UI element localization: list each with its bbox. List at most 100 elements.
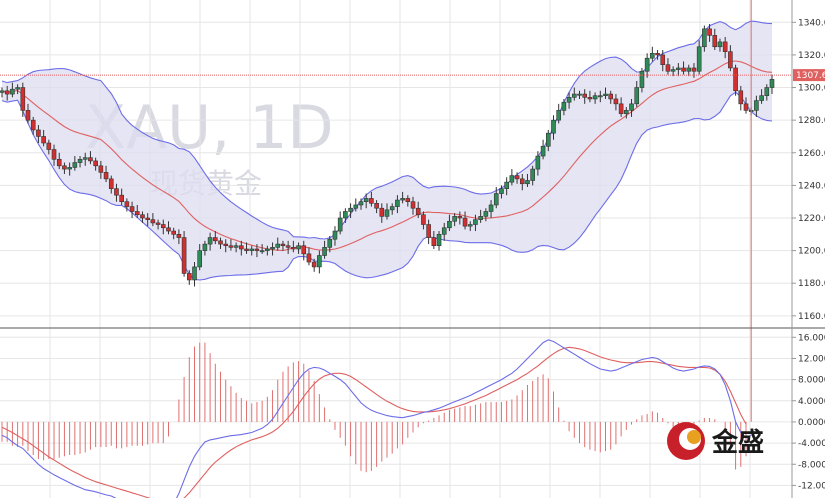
candle — [389, 203, 395, 215]
candle-body-up — [436, 234, 442, 247]
candle — [93, 157, 98, 171]
candle — [525, 173, 530, 188]
candle-body-up — [447, 220, 452, 229]
candle-body-up — [670, 69, 676, 72]
candle — [244, 242, 249, 254]
candle-body-up — [358, 201, 364, 206]
candle-body-down — [166, 227, 171, 232]
candle-body-down — [150, 219, 156, 224]
candle — [712, 28, 718, 51]
candle-body-down — [613, 98, 619, 105]
candle-body-up — [270, 247, 275, 250]
candle-body-up — [551, 119, 556, 134]
candle-body-up — [483, 211, 489, 217]
candle — [634, 81, 640, 108]
candle-body-down — [103, 172, 109, 180]
candle — [566, 92, 572, 109]
candle — [577, 90, 582, 99]
candle — [707, 23, 712, 42]
candle — [447, 214, 452, 232]
candle-body-up — [343, 211, 348, 219]
candle-body-down — [738, 90, 744, 105]
candle-body-up — [389, 206, 395, 211]
candle — [213, 231, 218, 245]
candle-body-down — [431, 237, 437, 247]
candle-body-down — [301, 245, 307, 255]
bollinger-middle — [1, 60, 773, 252]
candle-body-up — [540, 145, 546, 157]
candle — [140, 211, 145, 223]
candle-body-down — [93, 160, 98, 167]
candle — [239, 240, 244, 256]
candle — [603, 87, 608, 99]
candle-body-up — [202, 243, 208, 251]
candle-body-up — [473, 219, 478, 225]
candle-body-up — [696, 46, 702, 72]
candle — [702, 25, 707, 52]
bollinger-upper — [1, 20, 773, 240]
candle-body-down — [51, 149, 57, 160]
candle — [535, 151, 541, 176]
candle — [644, 53, 650, 78]
candle-body-up — [644, 57, 650, 72]
candle — [592, 92, 598, 104]
candle-body-down — [728, 51, 733, 69]
candle — [415, 201, 421, 218]
candle — [655, 50, 660, 60]
candle-body-up — [566, 97, 572, 103]
candle — [540, 139, 546, 160]
candle-body-up — [467, 224, 473, 227]
candle-body-down — [4, 90, 10, 95]
candle — [197, 244, 203, 271]
candle-body-up — [337, 217, 343, 232]
candle — [504, 177, 509, 196]
candle-body-up — [577, 93, 582, 96]
candle-body-down — [88, 157, 93, 162]
candle — [665, 58, 671, 75]
candle — [722, 36, 728, 59]
candle — [171, 227, 176, 240]
candle — [676, 63, 681, 77]
candle-body-up — [441, 227, 447, 235]
candle-body-down — [20, 87, 26, 111]
candle — [119, 188, 124, 205]
candle — [395, 195, 400, 214]
candle-body-down — [707, 28, 712, 36]
candle-body-up — [478, 216, 483, 220]
candle-body-down — [374, 203, 379, 209]
candle-body-down — [311, 261, 317, 268]
candle-body-down — [124, 201, 130, 207]
candle-body-down — [244, 248, 249, 251]
candle — [249, 245, 255, 256]
macd-signal-line — [1, 346, 747, 498]
candle — [457, 211, 463, 225]
candle-body-up — [10, 88, 15, 95]
candle-body-down — [46, 142, 52, 150]
candle-body-up — [535, 155, 541, 170]
candle-body-down — [223, 243, 229, 247]
candle — [192, 262, 197, 287]
candle-body-down — [369, 198, 374, 204]
candle — [473, 214, 478, 232]
candle — [624, 107, 629, 119]
candle — [764, 84, 770, 101]
candle-body-up — [504, 181, 509, 189]
candle-body-down — [306, 253, 312, 263]
candle — [509, 169, 515, 186]
candle-body-down — [119, 194, 124, 202]
price-axis-tick-label: 1200.00 — [798, 247, 825, 257]
candle-body-down — [743, 103, 749, 111]
candle — [717, 38, 723, 52]
candle-body-up — [769, 79, 775, 88]
candle — [639, 67, 645, 93]
candle-body-down — [722, 41, 728, 52]
logo-text: 金盛 — [711, 427, 764, 458]
candle — [270, 242, 275, 256]
candle-body-up — [233, 245, 239, 248]
candle — [20, 82, 26, 117]
